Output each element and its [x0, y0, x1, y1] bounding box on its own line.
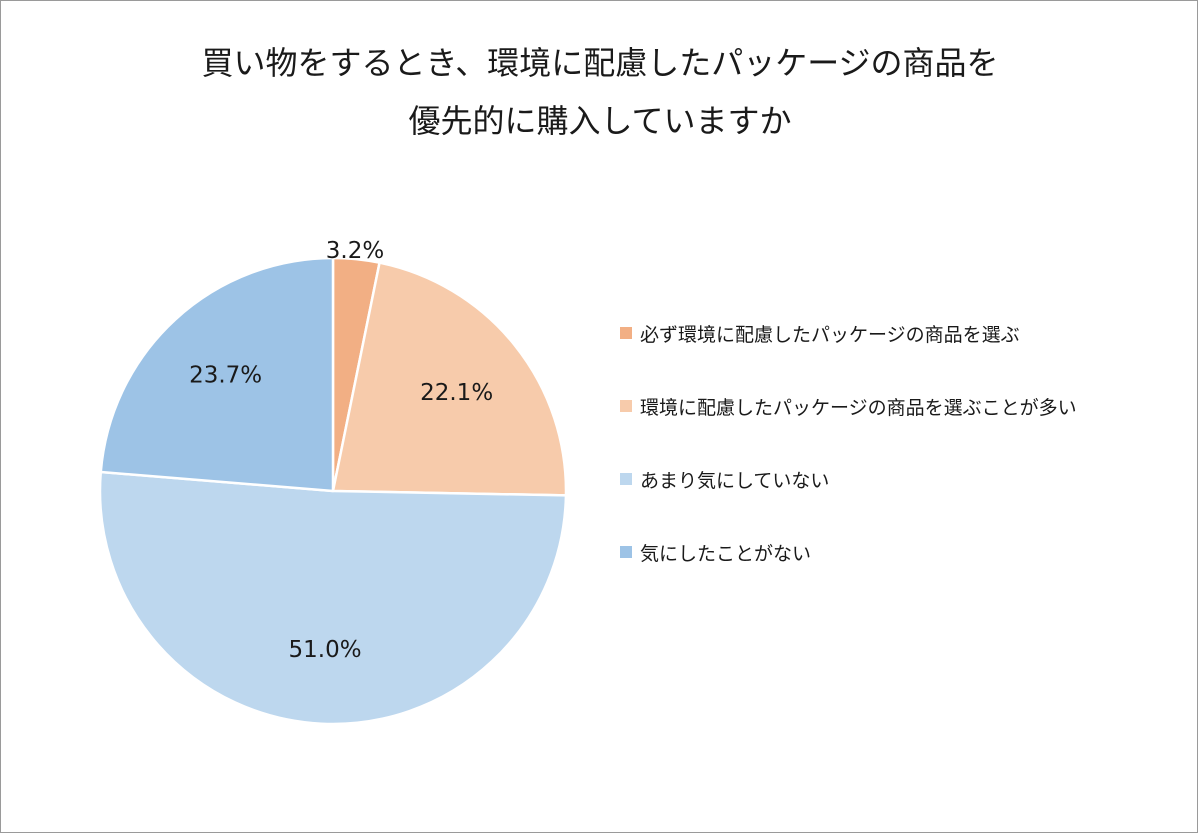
- slice-often: [331, 261, 568, 497]
- slice-rarely: [98, 470, 568, 726]
- label-always: 3.2%: [326, 238, 384, 264]
- legend-label: あまり気にしていない: [640, 469, 830, 492]
- legend-swatch: [620, 327, 632, 339]
- legend-item-never: 気にしたことがない: [620, 534, 1180, 570]
- legend-item-always: 必ず環境に配慮したパッケージの商品を選ぶ: [620, 315, 1180, 351]
- legend-swatch: [620, 546, 632, 558]
- legend-item-often: 環境に配慮したパッケージの商品を選ぶことが多い: [620, 388, 1180, 424]
- pie-slices: [98, 256, 568, 726]
- label-rarely: 51.0%: [289, 637, 362, 663]
- legend-swatch: [620, 473, 632, 485]
- legend: 必ず環境に配慮したパッケージの商品を選ぶ 環境に配慮したパッケージの商品を選ぶこ…: [620, 315, 1180, 607]
- chart-title: 買い物をするとき、環境に配慮したパッケージの商品を 優先的に購入していますか: [0, 34, 1200, 150]
- legend-label: 気にしたことがない: [640, 542, 812, 565]
- legend-swatch: [620, 400, 632, 412]
- label-often: 22.1%: [420, 380, 493, 406]
- legend-label: 環境に配慮したパッケージの商品を選ぶことが多い: [640, 396, 1077, 419]
- label-never: 23.7%: [189, 362, 262, 388]
- chart-title-line-1: 買い物をするとき、環境に配慮したパッケージの商品を: [201, 44, 999, 82]
- legend-item-rarely: あまり気にしていない: [620, 461, 1180, 497]
- chart-title-line-2: 優先的に購入していますか: [408, 102, 792, 140]
- pie-data-labels: 3.2% 22.1% 51.0% 23.7%: [189, 238, 493, 663]
- legend-label: 必ず環境に配慮したパッケージの商品を選ぶ: [640, 323, 1020, 346]
- slice-never: [99, 256, 335, 493]
